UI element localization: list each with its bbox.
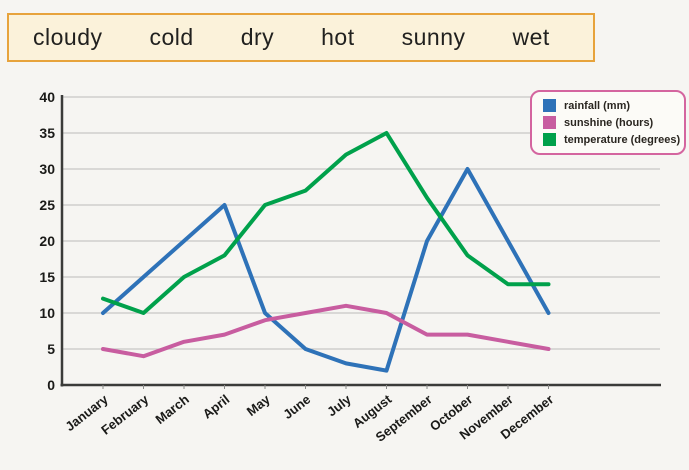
y-tick-label-5: 5 <box>47 341 55 357</box>
y-tick-label-10: 10 <box>39 305 55 321</box>
legend-label-sunshine: sunshine (hours) <box>564 116 654 129</box>
chart-legend: rainfall (mm) sunshine (hours) temperature… <box>530 90 686 155</box>
y-tick-label-40: 40 <box>39 89 55 105</box>
word-bank: cloudy cold dry hot sunny wet <box>7 13 595 62</box>
legend-row-rainfall: rainfall (mm) <box>543 99 676 112</box>
x-tick-label-March: March <box>152 392 191 427</box>
series-line-temperature <box>101 131 551 315</box>
y-tick-label-20: 20 <box>39 233 55 249</box>
legend-label-temperature: temperature (degrees) <box>564 133 681 146</box>
legend-swatch-rainfall <box>543 99 556 112</box>
legend-swatch-sunshine <box>543 116 556 129</box>
word-bank-word-hot: hot <box>321 24 355 50</box>
x-tick-label-June: June <box>280 392 313 423</box>
x-tick-label-May: May <box>244 391 274 419</box>
word-bank-word-cloudy: cloudy <box>33 24 103 50</box>
x-tick-label-April: April <box>200 392 233 422</box>
legend-swatch-temperature <box>543 133 556 146</box>
word-bank-word-sunny: sunny <box>401 24 466 50</box>
word-bank-word-cold: cold <box>149 24 194 50</box>
x-tick-label-July: July <box>324 391 354 419</box>
legend-row-sunshine: sunshine (hours) <box>543 116 676 129</box>
series-line-sunshine <box>101 303 551 359</box>
word-bank-word-wet: wet <box>512 24 550 50</box>
y-tick-label-30: 30 <box>39 161 55 177</box>
series-line-rainfall <box>101 167 551 373</box>
legend-row-temperature: temperature (degrees) <box>543 133 680 146</box>
y-tick-label-0: 0 <box>47 377 55 393</box>
y-tick-label-35: 35 <box>39 125 55 141</box>
y-tick-label-25: 25 <box>39 197 55 213</box>
y-tick-label-15: 15 <box>39 269 55 285</box>
legend-label-rainfall: rainfall (mm) <box>564 99 631 112</box>
word-bank-word-dry: dry <box>240 24 275 50</box>
